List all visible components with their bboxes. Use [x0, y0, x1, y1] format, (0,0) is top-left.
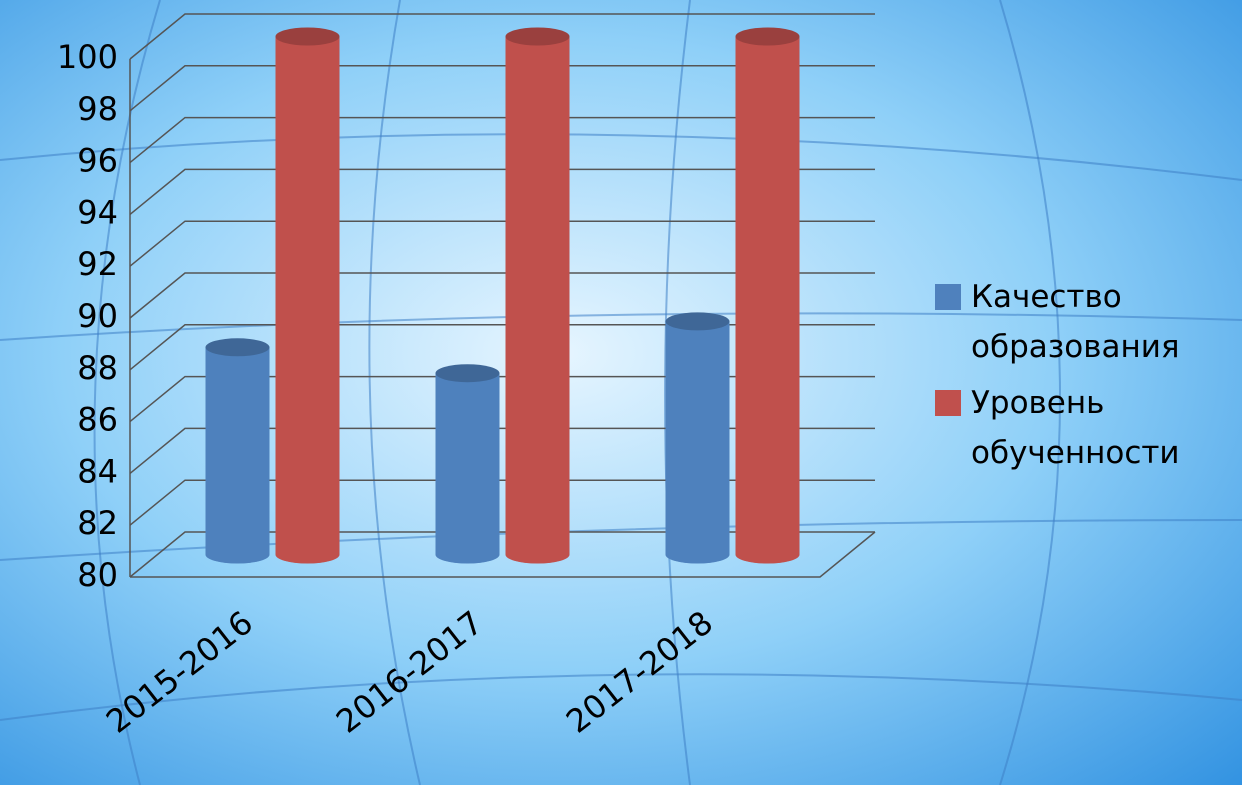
grid-line [129, 116, 875, 164]
grid-line [129, 168, 875, 215]
legend: Качество образования Уровень обученности [935, 272, 1235, 484]
bar [205, 338, 270, 564]
y-tick-label: 82 [77, 504, 118, 542]
grid-line [129, 272, 875, 319]
legend-swatch [935, 284, 961, 310]
grid-line [129, 531, 875, 578]
y-tick-label: 92 [77, 245, 118, 283]
legend-label: Качество образования [971, 279, 1180, 365]
bar-top [205, 338, 270, 357]
bar-body-tint [505, 36, 570, 564]
legend-item: Качество образования [935, 272, 1235, 372]
bar-top [275, 27, 340, 46]
bar [735, 27, 800, 564]
grid-line [129, 13, 875, 60]
y-tick-label: 96 [77, 142, 118, 180]
bar [275, 27, 340, 564]
bar-body-tint [665, 321, 730, 564]
bar-body-tint [275, 36, 340, 564]
bar-body-tint [735, 36, 800, 564]
grid-line [129, 375, 875, 423]
y-tick-label: 86 [77, 401, 118, 439]
grid-line [129, 479, 875, 526]
grid-line [129, 220, 875, 267]
grid-line [129, 427, 875, 474]
y-tick-label: 90 [77, 297, 118, 335]
floor [130, 531, 876, 578]
legend-swatch [935, 390, 961, 416]
y-tick-label: 100 [57, 38, 118, 76]
bar [435, 364, 500, 564]
grid-line [129, 65, 875, 112]
y-tick-label: 84 [77, 452, 118, 490]
bar-top [735, 27, 800, 46]
bar-top [505, 27, 570, 46]
legend-item: Уровень обученности [935, 378, 1235, 478]
bar [665, 312, 730, 564]
bar-body-tint [205, 347, 270, 564]
bar-body-tint [435, 373, 500, 564]
legend-label: Уровень обученности [971, 385, 1180, 471]
y-tick-label: 88 [77, 349, 118, 387]
y-tick-label: 80 [77, 556, 118, 594]
grid-line [129, 324, 875, 371]
bar-top [435, 364, 500, 383]
bar-top [665, 312, 730, 331]
bar [505, 27, 570, 564]
y-tick-label: 98 [77, 90, 118, 128]
y-tick-label: 94 [77, 193, 118, 231]
